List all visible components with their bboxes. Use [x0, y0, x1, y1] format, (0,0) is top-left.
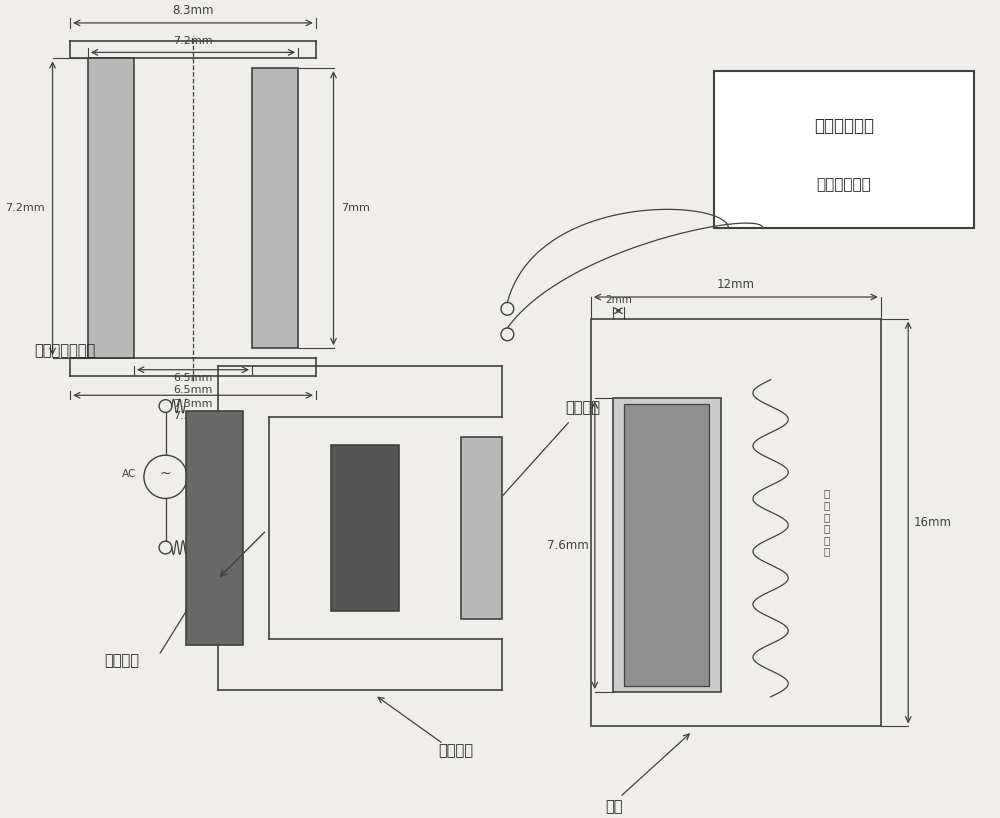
Text: 8.3mm: 8.3mm	[172, 4, 214, 17]
Text: 二次线圈: 二次线圈	[565, 401, 600, 416]
Text: 电能计量芯片: 电能计量芯片	[814, 117, 874, 135]
Text: ~: ~	[160, 467, 171, 481]
Text: 6.5mm: 6.5mm	[173, 374, 213, 384]
Text: AC: AC	[122, 469, 136, 479]
Text: 一次线圈: 一次线圈	[439, 744, 474, 758]
Bar	[186, 411, 243, 645]
Text: 干扪线圈: 干扪线圈	[105, 653, 140, 668]
Bar	[331, 445, 399, 611]
Bar	[252, 68, 298, 348]
Bar	[624, 404, 709, 686]
Text: 7.3mm: 7.3mm	[173, 399, 213, 409]
Bar	[88, 58, 134, 358]
Bar	[461, 437, 502, 619]
Text: 7.2mm: 7.2mm	[173, 37, 213, 47]
Text: 干扪线圈电压源: 干扪线圈电压源	[34, 344, 95, 358]
Text: 16mm: 16mm	[914, 516, 952, 529]
Bar	[714, 71, 974, 228]
Text: 12mm: 12mm	[717, 278, 755, 291]
Text: （测量仪表）: （测量仪表）	[817, 177, 871, 191]
Bar	[270, 418, 502, 638]
Text: 次
线
圈
电
压
源: 次 线 圈 电 压 源	[824, 488, 830, 556]
Text: 6.5mm: 6.5mm	[173, 385, 213, 395]
Text: 7.6mm: 7.6mm	[547, 539, 589, 551]
Bar	[591, 319, 881, 726]
Text: 7.2mm: 7.2mm	[5, 203, 45, 213]
Text: 7.3mm: 7.3mm	[173, 411, 213, 421]
Text: 7mm: 7mm	[341, 203, 370, 213]
Text: 2mm: 2mm	[605, 294, 632, 305]
Text: 鐵芯: 鐵芯	[605, 799, 623, 815]
Bar	[613, 398, 721, 692]
